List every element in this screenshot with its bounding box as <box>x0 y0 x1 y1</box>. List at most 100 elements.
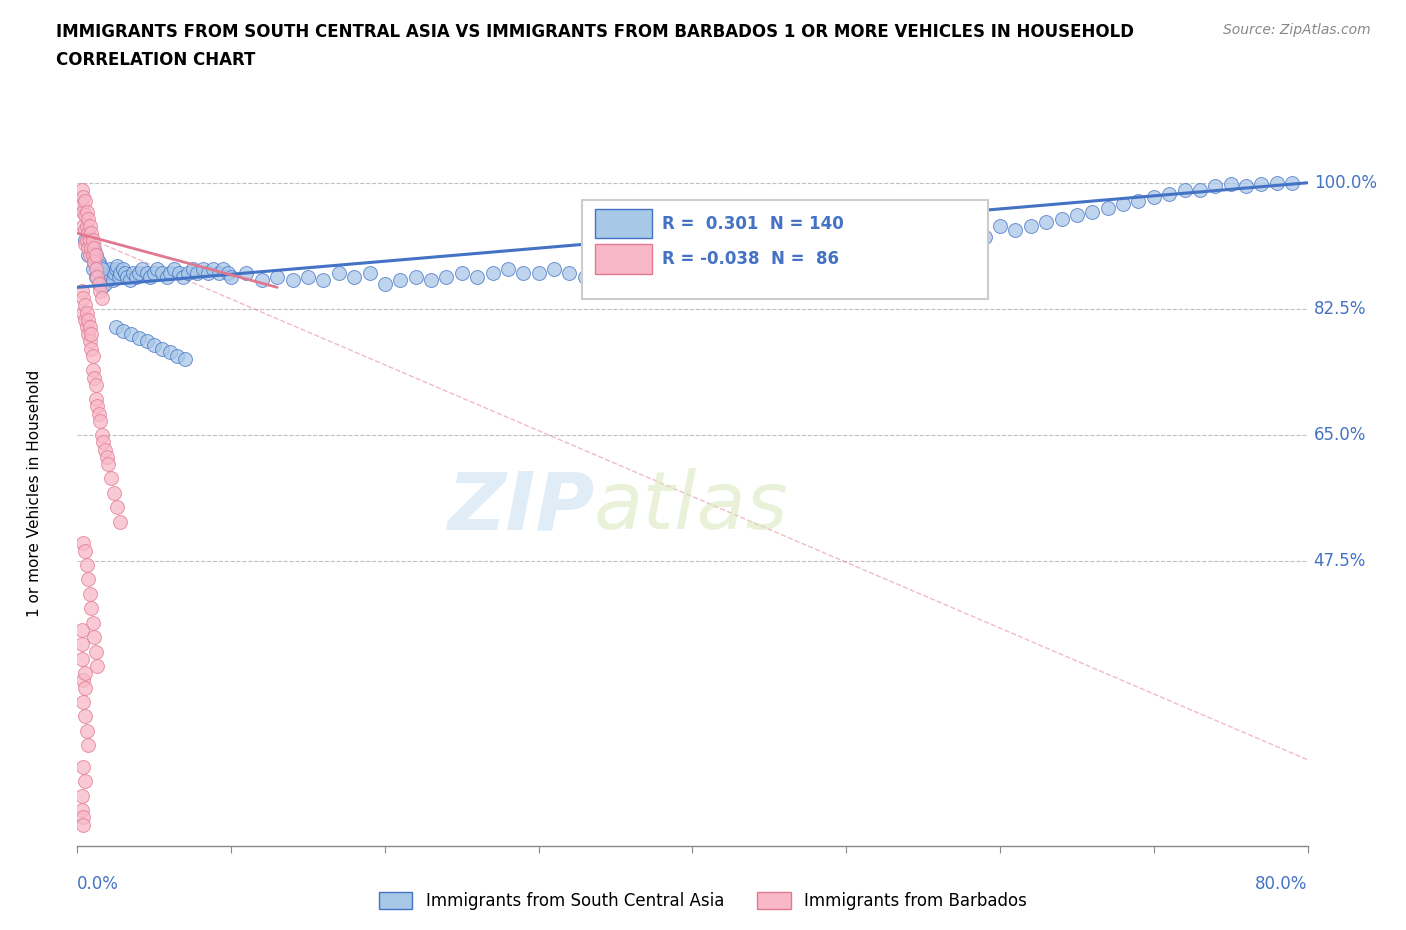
FancyBboxPatch shape <box>595 244 652 273</box>
Point <box>77 312 100 327</box>
Point <box>942 233 965 248</box>
Text: IMMIGRANTS FROM SOUTH CENTRAL ASIA VS IMMIGRANTS FROM BARBADOS 1 OR MORE VEHICLE: IMMIGRANTS FROM SOUTH CENTRAL ASIA VS IM… <box>56 23 1135 41</box>
Point <box>100 471 122 485</box>
Point <box>758 255 780 270</box>
Text: R = -0.038  N =  86: R = -0.038 N = 86 <box>662 250 839 268</box>
Point <box>789 247 811 262</box>
Point <box>125 269 148 284</box>
Point <box>72 695 94 710</box>
Point <box>527 265 550 280</box>
Point <box>73 222 96 237</box>
Point <box>135 334 157 349</box>
Point <box>115 269 138 284</box>
Point <box>97 265 120 280</box>
Point <box>80 326 103 341</box>
Point <box>1281 176 1303 191</box>
Point <box>103 485 125 500</box>
Point <box>558 265 581 280</box>
Point <box>496 262 519 277</box>
Point <box>73 236 96 251</box>
Point <box>73 774 96 789</box>
Point <box>77 572 100 587</box>
Point <box>150 265 173 280</box>
Point <box>219 269 242 284</box>
Point <box>589 265 612 280</box>
Point <box>481 265 503 280</box>
Text: 47.5%: 47.5% <box>1313 552 1367 570</box>
Point <box>82 247 104 262</box>
Point <box>1250 177 1272 192</box>
Point <box>73 666 96 681</box>
Point <box>957 226 980 241</box>
Point <box>80 226 103 241</box>
Point <box>80 601 103 616</box>
Text: 0.0%: 0.0% <box>77 874 120 893</box>
Point <box>208 265 231 280</box>
Point <box>77 226 100 241</box>
Point <box>72 291 94 306</box>
Point <box>131 262 153 277</box>
Point <box>83 244 105 259</box>
Point <box>1128 193 1150 208</box>
Point <box>90 280 114 295</box>
Point <box>166 349 188 364</box>
Point <box>167 265 190 280</box>
Point <box>512 265 534 280</box>
Point <box>897 236 920 251</box>
Point <box>76 219 98 233</box>
Point <box>70 182 93 197</box>
Point <box>73 298 96 312</box>
Text: ZIP: ZIP <box>447 468 595 546</box>
Point <box>1019 219 1042 233</box>
Text: CORRELATION CHART: CORRELATION CHART <box>56 51 256 69</box>
Point <box>83 630 105 644</box>
Point <box>84 262 107 277</box>
Point <box>73 193 96 208</box>
Point <box>143 338 166 352</box>
Point <box>87 276 110 291</box>
Point <box>636 262 658 277</box>
Point <box>105 500 128 515</box>
Point <box>77 211 100 226</box>
Point <box>72 760 94 775</box>
Point <box>73 680 96 695</box>
Point <box>405 269 427 284</box>
Point <box>605 262 627 277</box>
Point <box>84 247 107 262</box>
Point <box>651 259 673 273</box>
Text: 82.5%: 82.5% <box>1313 300 1367 318</box>
Point <box>73 312 96 327</box>
Point <box>359 265 381 280</box>
Point <box>212 262 235 277</box>
Point <box>177 265 200 280</box>
Point <box>77 240 100 255</box>
Point <box>76 305 98 320</box>
Point <box>72 810 94 825</box>
Point <box>882 240 904 255</box>
Point <box>84 269 107 284</box>
Point <box>988 219 1011 233</box>
Point <box>682 259 704 273</box>
Point <box>77 737 100 752</box>
Point <box>118 272 141 287</box>
Point <box>436 269 458 284</box>
Point <box>150 341 173 356</box>
Point <box>70 803 93 817</box>
Point <box>82 363 104 378</box>
Point <box>89 413 111 428</box>
Point <box>87 255 110 270</box>
Point <box>374 276 396 291</box>
Point <box>1112 197 1135 212</box>
Point <box>711 259 734 273</box>
Point <box>70 622 93 637</box>
Point <box>73 709 96 724</box>
Point <box>465 269 488 284</box>
Text: 1 or more Vehicles in Household: 1 or more Vehicles in Household <box>27 369 42 617</box>
Point <box>1219 177 1241 192</box>
Point <box>73 233 96 248</box>
Point <box>866 244 889 259</box>
Point <box>73 543 96 558</box>
Point <box>79 334 101 349</box>
Point <box>159 265 181 280</box>
Point <box>82 349 104 364</box>
